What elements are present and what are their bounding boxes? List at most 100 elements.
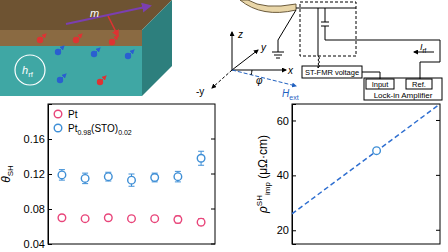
y-tick: 40 xyxy=(277,169,296,181)
y-axis xyxy=(232,50,258,70)
chart-panel: 0.040.080.120.16θSHPtPt0.98(STO)0.02 xyxy=(0,104,215,250)
plot-marks xyxy=(58,151,205,226)
y-tick-mark xyxy=(48,139,52,140)
error-cap xyxy=(129,186,135,187)
y-tick: 0.08 xyxy=(24,203,52,215)
data-point xyxy=(105,214,113,222)
y-tick-mark xyxy=(48,174,52,175)
y-tick-mark-right xyxy=(211,209,215,210)
diagram-label: Input xyxy=(372,80,390,89)
error-cap xyxy=(175,181,181,182)
plot-marks xyxy=(292,104,440,214)
ground xyxy=(272,10,296,58)
y-tick-label: 0.16 xyxy=(24,133,45,145)
lockin-box xyxy=(364,78,442,100)
y-tick-mark-right xyxy=(211,174,215,175)
chart-panel: 20 40 60 ρSHimp (μΩ·cm) xyxy=(255,104,440,245)
z-axis xyxy=(232,32,233,70)
torque-arrow xyxy=(108,16,118,36)
y-tick-mark-right xyxy=(436,175,440,176)
y-tick-mark-right xyxy=(436,230,440,231)
spin-arrow xyxy=(100,76,106,82)
spin-arrow xyxy=(128,50,134,56)
hrf-loop xyxy=(15,55,45,85)
y-tick-mark-right xyxy=(211,244,215,245)
data-point xyxy=(58,171,66,179)
lockin-wires xyxy=(362,40,440,79)
spin-arrow xyxy=(58,46,64,52)
phi-arc xyxy=(251,70,252,75)
input-box xyxy=(366,79,394,89)
y-axis-title: ρSHimp (μΩ·cm) xyxy=(255,135,272,214)
pt-top-face xyxy=(0,0,172,30)
diagram-label: z xyxy=(237,29,243,40)
y-tick-mark xyxy=(292,120,296,121)
y-tick-mark xyxy=(292,175,296,176)
bias-tee xyxy=(300,2,356,56)
diagram-label: φ xyxy=(256,75,263,86)
data-point xyxy=(81,175,89,183)
error-cap xyxy=(59,180,65,181)
diagram-label: m xyxy=(90,7,99,19)
data-point xyxy=(151,174,159,182)
data-point xyxy=(81,215,89,223)
diagram-label: Irf xyxy=(420,42,427,54)
plot-frame xyxy=(48,104,215,244)
y-tick: 0.12 xyxy=(24,168,52,180)
data-point xyxy=(197,218,205,226)
y-tick-mark-right xyxy=(436,120,440,121)
data-point xyxy=(151,215,159,223)
m-arrow xyxy=(66,6,150,24)
minus-y-axis xyxy=(212,70,232,88)
data-point xyxy=(373,147,381,155)
data-point xyxy=(197,154,205,162)
diagram-label: hrf xyxy=(22,64,34,79)
y-tick: 0.16 xyxy=(24,133,52,145)
error-cap xyxy=(82,173,88,174)
legend-marker xyxy=(54,124,62,132)
y-tick-label: 40 xyxy=(277,169,289,181)
diagram-label: Ref. xyxy=(412,80,426,89)
diagram-label: Hext xyxy=(282,88,299,101)
error-cap xyxy=(129,174,135,175)
y-tick: 60 xyxy=(277,114,296,126)
schematic: mhrfzyx-yφHextST-FMR voltageIrfInputRef.… xyxy=(0,0,442,101)
y-tick-label: 0.12 xyxy=(24,168,45,180)
y-tick-mark xyxy=(48,244,52,245)
probe xyxy=(240,0,296,12)
stfmr-box xyxy=(302,66,362,78)
y-axis-line xyxy=(49,105,53,245)
diagram-label: y xyxy=(260,42,267,53)
spin-arrow xyxy=(94,48,100,54)
error-cap xyxy=(175,171,181,172)
legend-marker xyxy=(54,110,62,118)
spin-arrow xyxy=(76,34,82,40)
y-tick-label: 20 xyxy=(277,224,289,236)
substrate-side xyxy=(142,0,172,96)
error-cap xyxy=(82,183,88,184)
y-tick-label: 60 xyxy=(277,114,289,126)
diagram-label: -y xyxy=(196,86,204,97)
error-cap xyxy=(59,169,65,170)
hext-arrow xyxy=(232,70,296,86)
data-point xyxy=(128,176,136,184)
data-point xyxy=(105,173,113,181)
y-tick-label: 0.08 xyxy=(24,203,45,215)
data-point xyxy=(174,173,182,181)
y-tick-label: 0.04 xyxy=(24,238,45,250)
y-tick-mark xyxy=(48,209,52,210)
plot-frame xyxy=(292,104,440,244)
circuit-wires xyxy=(296,8,440,56)
spin-arrow xyxy=(112,36,118,42)
y-tick-mark-right xyxy=(211,139,215,140)
data-point xyxy=(174,216,182,224)
ref-box xyxy=(406,79,432,89)
diagram-label: ST-FMR voltage xyxy=(305,68,359,77)
series-line xyxy=(292,104,440,214)
y-axis: 20 40 60 xyxy=(277,105,296,245)
pt-front-layer xyxy=(0,30,142,46)
y-tick: 0.04 xyxy=(24,238,52,250)
legend-label: Pt0.98(STO)0.02 xyxy=(68,123,132,136)
substrate-front xyxy=(0,46,142,96)
figure: mhrfzyx-yφHextST-FMR voltageIrfInputRef.… xyxy=(0,0,448,252)
